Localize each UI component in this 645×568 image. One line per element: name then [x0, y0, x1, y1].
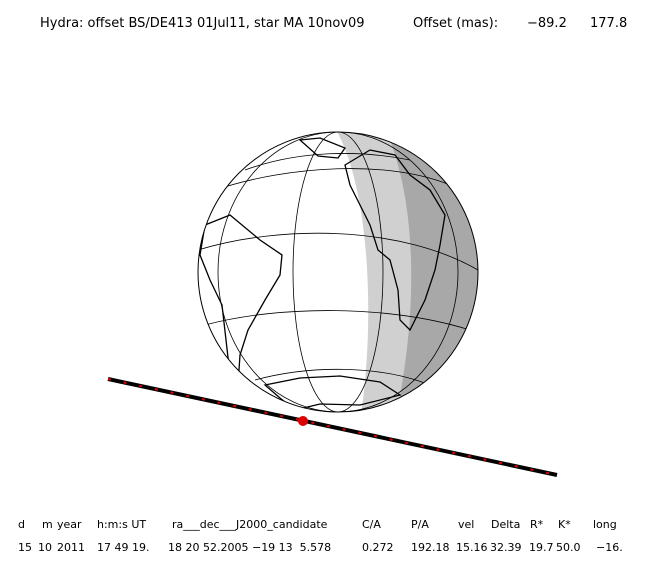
column-header: h:m:s UT [97, 518, 146, 531]
cell: 50.0 [556, 541, 581, 554]
cell: 15.16 [456, 541, 488, 554]
globe-outline [197, 131, 479, 413]
cell: 0.272 [362, 541, 394, 554]
column-header: Delta [491, 518, 520, 531]
column-header: P/A [411, 518, 429, 531]
column-header: year [57, 518, 82, 531]
column-header: d [18, 518, 25, 531]
cell: 19.7 [529, 541, 554, 554]
event-table: d m year h:m:s UT ra___dec___J2000_candi… [18, 518, 623, 554]
column-header: R* [530, 518, 544, 531]
column-header: vel [458, 518, 474, 531]
column-header: K* [558, 518, 571, 531]
offset-value: 177.8 [590, 16, 627, 31]
cell: 32.39 [490, 541, 522, 554]
column-header: m [42, 518, 53, 531]
cell: 192.18 [411, 541, 450, 554]
cell: 18 20 52.2005 −19 13 5.578 [168, 541, 331, 554]
header: Hydra: offset BS/DE413 01Jul11, star MA … [40, 16, 627, 31]
offset-value: −89.2 [527, 16, 567, 31]
offset-label: Offset (mas): [413, 16, 498, 31]
cell: 2011 [57, 541, 85, 554]
cell: −16. [596, 541, 623, 554]
column-header: ra___dec___J2000_candidate [172, 518, 328, 531]
cell: 17 49 19. [97, 541, 149, 554]
cell: 10 [38, 541, 52, 554]
cell: 15 [18, 541, 32, 554]
title: Hydra: offset BS/DE413 01Jul11, star MA … [40, 16, 365, 31]
shadow-path [107, 377, 558, 477]
column-header: long [593, 518, 617, 531]
column-header: C/A [362, 518, 381, 531]
